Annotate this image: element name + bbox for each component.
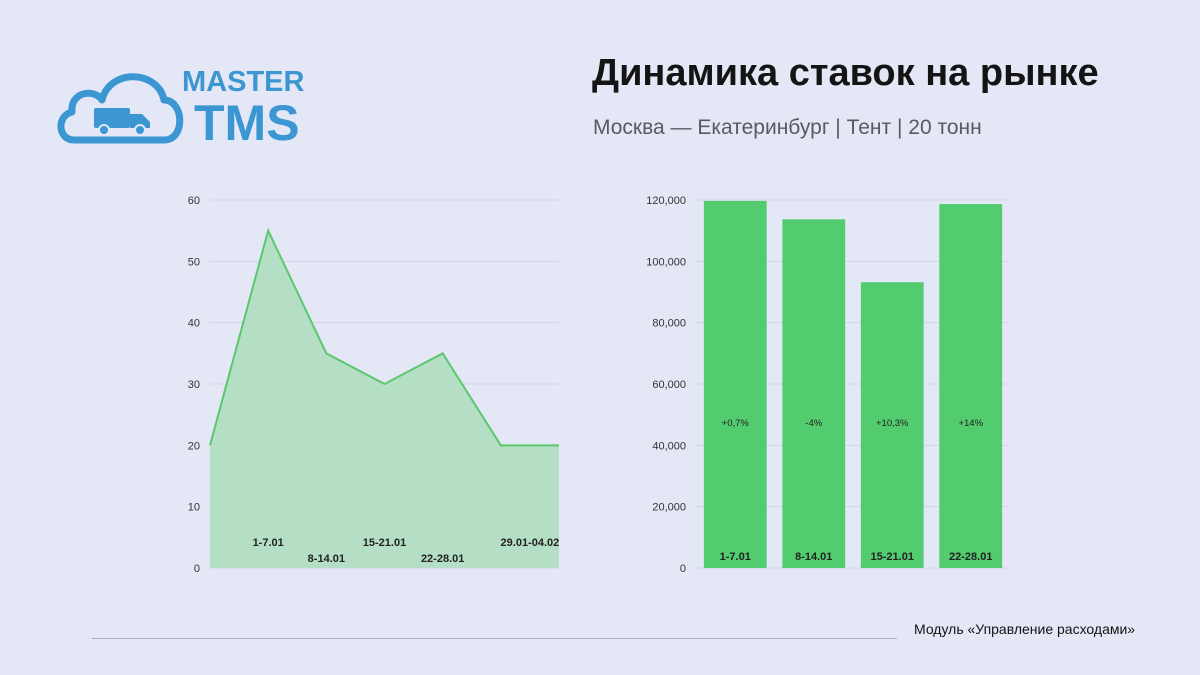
rate-area-chart: 0 10 20 30 40 50 60 1-7.01 8-14.01 15-21.01 22-28.… bbox=[188, 195, 560, 575]
x-category-label: 29.01-04.02 bbox=[501, 537, 560, 549]
bar-change-label: +10,3% bbox=[876, 418, 909, 429]
x-category-label: 1-7.01 bbox=[253, 537, 284, 549]
y-tick-label: 80,000 bbox=[652, 318, 686, 330]
bar-change-label: -4% bbox=[805, 418, 822, 429]
rate-bar-chart: 0 20,000 40,000 60,000 80,000 100,000 120,000 +… bbox=[646, 195, 1010, 575]
x-category-label: 22-28.01 bbox=[949, 551, 992, 563]
y-tick-label: 0 bbox=[680, 563, 686, 575]
y-tick-label: 10 bbox=[188, 502, 200, 514]
footer-divider bbox=[92, 638, 897, 639]
cloud-truck-icon bbox=[57, 73, 184, 144]
y-tick-label: 120,000 bbox=[646, 195, 686, 207]
y-tick-label: 20 bbox=[188, 440, 200, 452]
bar bbox=[703, 200, 767, 569]
logo-text-tms: TMS bbox=[194, 95, 300, 148]
y-tick-label: 0 bbox=[194, 563, 200, 575]
bar-change-label: +0,7% bbox=[722, 418, 750, 429]
y-tick-label: 30 bbox=[188, 379, 200, 391]
bar bbox=[782, 219, 846, 568]
y-tick-label: 50 bbox=[188, 256, 200, 268]
page-title: Динамика ставок на рынке bbox=[592, 52, 1099, 94]
logo-text-master: MASTER bbox=[182, 66, 305, 98]
y-tick-label: 60 bbox=[188, 195, 200, 207]
footer-module-label: Модуль «Управление расходами» bbox=[914, 621, 1136, 637]
y-tick-label: 40,000 bbox=[652, 440, 686, 452]
bar bbox=[860, 282, 924, 568]
master-tms-logo: MASTER TMS bbox=[57, 66, 305, 148]
y-tick-label: 100,000 bbox=[646, 256, 686, 268]
y-tick-label: 20,000 bbox=[652, 502, 686, 514]
x-category-label: 1-7.01 bbox=[720, 551, 751, 563]
route-subtitle: Москва — Екатеринбург | Тент | 20 тонн bbox=[593, 116, 982, 139]
bar bbox=[939, 203, 1003, 568]
x-category-label: 22-28.01 bbox=[421, 553, 464, 565]
y-tick-label: 60,000 bbox=[652, 379, 686, 391]
area-fill bbox=[210, 230, 559, 568]
x-category-label: 8-14.01 bbox=[308, 553, 345, 565]
x-category-label: 15-21.01 bbox=[363, 537, 406, 549]
x-category-label: 15-21.01 bbox=[871, 551, 914, 563]
bar-change-label: +14% bbox=[958, 418, 983, 429]
x-category-label: 8-14.01 bbox=[795, 551, 832, 563]
y-tick-label: 40 bbox=[188, 318, 200, 330]
